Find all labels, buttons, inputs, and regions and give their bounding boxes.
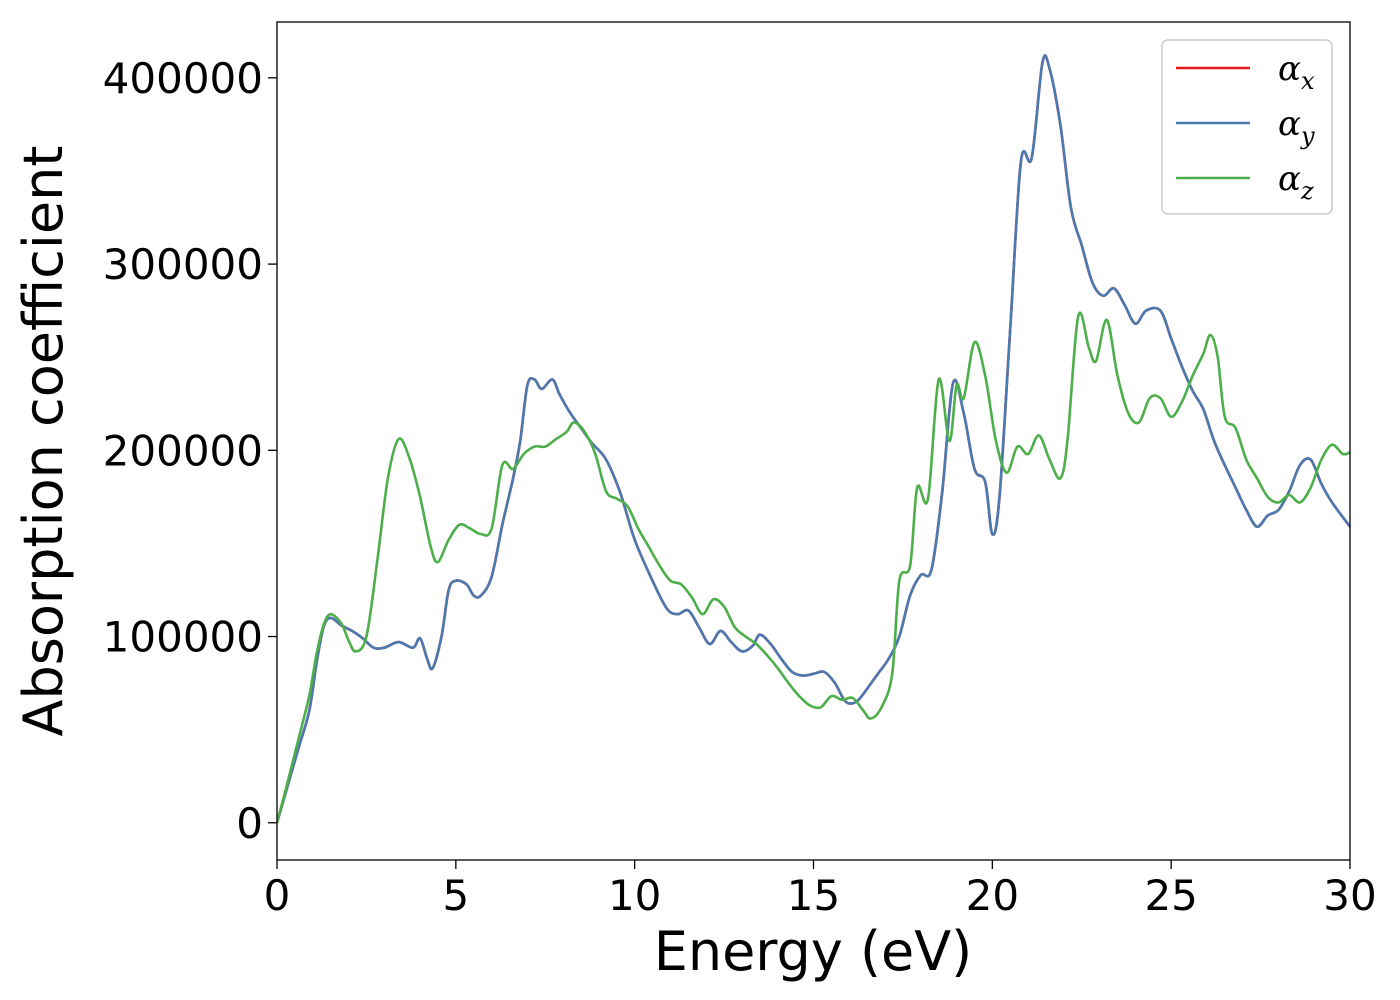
y-tick-label: 300000	[103, 240, 263, 289]
x-tick-label: 30	[1323, 871, 1376, 920]
x-tick-label: 5	[442, 871, 469, 920]
legend-label-y: αy	[1278, 104, 1315, 150]
y-tick-label: 200000	[103, 426, 263, 475]
y-tick-label: 400000	[103, 54, 263, 103]
x-tick-label: 15	[787, 871, 840, 920]
legend-box	[1161, 39, 1333, 215]
x-tick-label: 20	[966, 871, 1019, 920]
series-line-y	[277, 54, 1350, 824]
y-axis: 0 100000 200000 300000 400000	[103, 54, 277, 848]
y-tick-label: 0	[236, 799, 263, 848]
x-tick-label: 25	[1144, 871, 1197, 920]
series-layer	[277, 54, 1350, 824]
y-tick-label: 100000	[103, 613, 263, 662]
x-axis: 0 5 10 15 20 25 30	[264, 860, 1377, 920]
legend-label-z: αz	[1278, 159, 1314, 205]
x-tick-label: 10	[608, 871, 661, 920]
x-tick-label: 0	[264, 871, 291, 920]
series-line-z	[277, 311, 1350, 824]
x-axis-label: Energy (eV)	[654, 920, 973, 983]
legend: αx αy αz	[1161, 39, 1333, 215]
legend-label-x: αx	[1278, 49, 1315, 95]
y-axis-label: Absorption coefficient	[12, 146, 75, 737]
